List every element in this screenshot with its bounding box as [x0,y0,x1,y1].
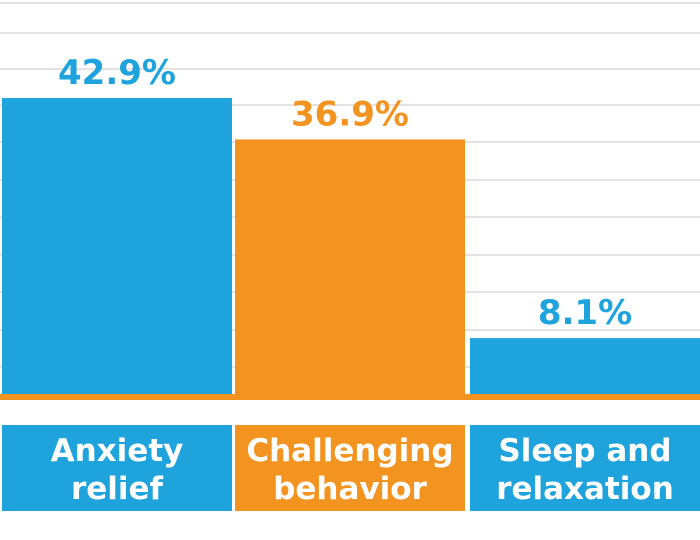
value-label-anxiety-relief: 42.9% [58,53,176,93]
category-box-challenging-behavior [235,425,465,511]
category-label-line: Anxiety [51,433,184,469]
value-label-challenging-behavior: 36.9% [291,94,409,134]
bar-challenging-behavior [235,139,465,394]
category-label-sleep-and-relaxation: Sleep and relaxation [496,433,674,507]
value-label-sleep-and-relaxation: 8.1% [538,293,632,333]
category-boxes: Anxiety relief Challenging behavior Sleep an… [2,425,700,511]
category-label-anxiety-relief: Anxiety relief [51,433,184,507]
category-box-sleep-and-relaxation [470,425,700,511]
baseline [0,394,700,400]
bars [2,97,700,395]
value-labels: 42.9% 36.9% 8.1% [58,53,632,333]
category-label-line: Sleep and [498,433,671,469]
category-label-line: Challenging [246,433,453,469]
bar-sleep-and-relaxation [470,338,700,394]
category-label-challenging-behavior: Challenging behavior [246,433,453,507]
category-box-anxiety-relief [2,425,232,511]
category-label-line: relief [71,471,164,507]
bar-anxiety-relief [2,97,232,395]
category-label-line: behavior [273,471,427,507]
category-label-line: relaxation [496,471,674,507]
